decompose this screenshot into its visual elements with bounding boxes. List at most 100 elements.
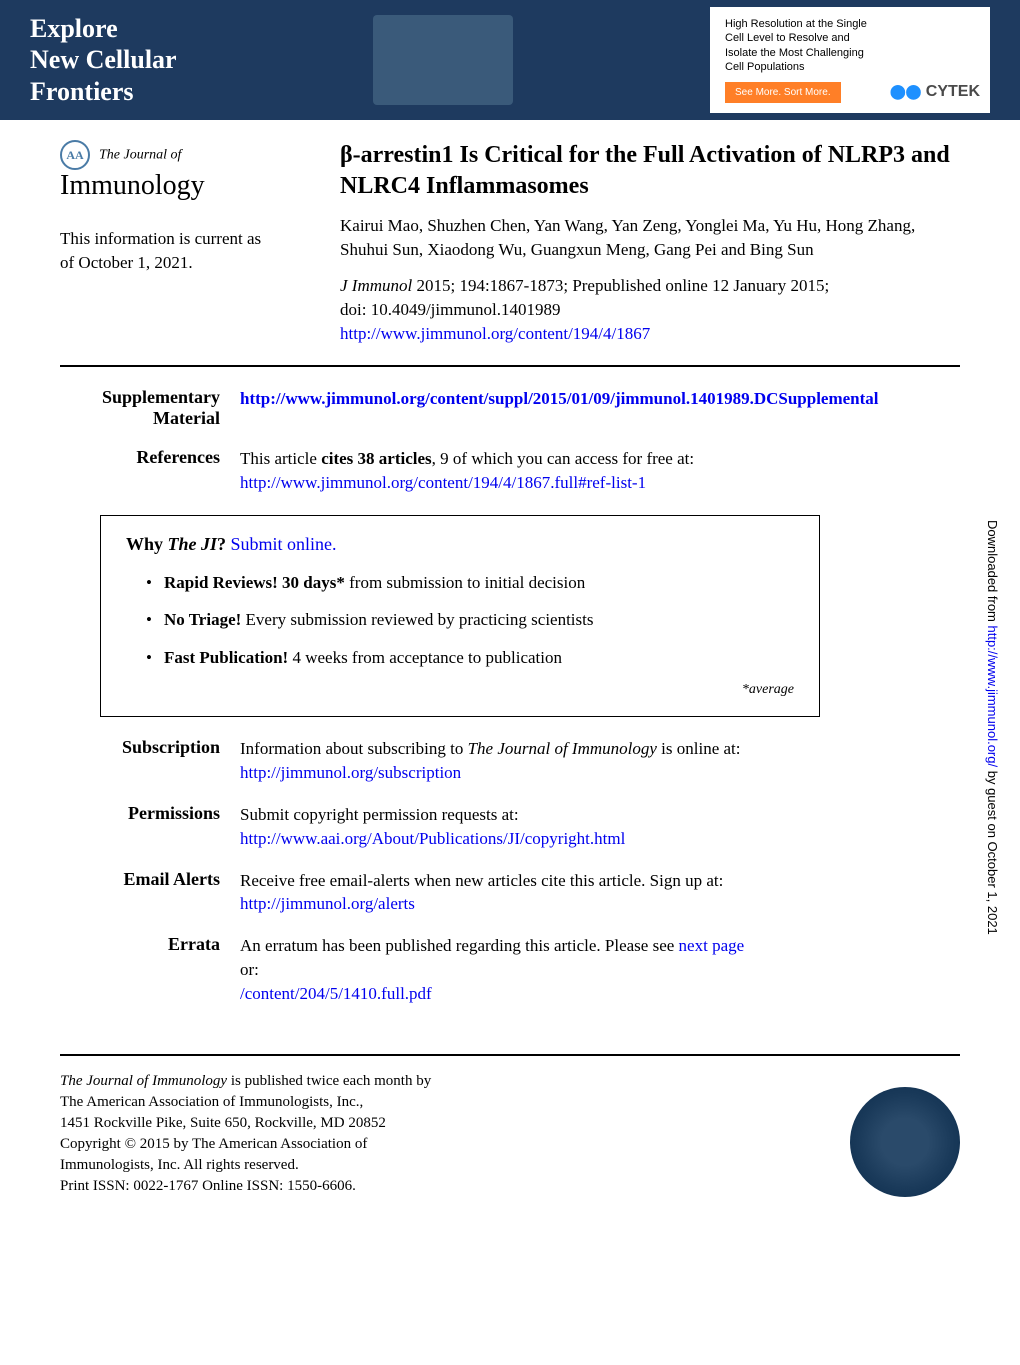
- supplementary-link[interactable]: http://www.jimmunol.org/content/suppl/20…: [240, 389, 879, 408]
- permissions-label: Permissions: [60, 803, 240, 851]
- references-value: This article cites 38 articles, 9 of whi…: [240, 447, 960, 495]
- side-text-prefix: Downloaded from: [985, 520, 1000, 626]
- submit-online-link[interactable]: Submit online.: [231, 534, 337, 554]
- page-wrapper: Explore New Cellular Frontiers High Reso…: [0, 0, 1020, 1237]
- why-item1-bold: Rapid Reviews! 30 days*: [164, 573, 345, 592]
- why-item3-text: 4 weeks from acceptance to publication: [288, 648, 562, 667]
- references-link[interactable]: http://www.jimmunol.org/content/194/4/18…: [240, 473, 646, 492]
- supplementary-row: Supplementary Material http://www.jimmun…: [60, 387, 960, 429]
- footer-line1-text: is published twice each month by: [227, 1073, 431, 1089]
- subscription-text: Information about subscribing to: [240, 739, 468, 758]
- banner-right-panel: High Resolution at the Single Cell Level…: [710, 7, 990, 113]
- errata-or: or:: [240, 960, 259, 979]
- ad-banner[interactable]: Explore New Cellular Frontiers High Reso…: [0, 0, 1020, 120]
- references-row: References This article cites 38 article…: [60, 447, 960, 495]
- why-title-bold1: Why: [126, 534, 168, 554]
- aai-seal-icon: [850, 1087, 960, 1197]
- article-url-line: http://www.jimmunol.org/content/194/4/18…: [340, 322, 960, 346]
- references-text-prefix: This article: [240, 449, 321, 468]
- header-left: AA The Journal of Immunology This inform…: [60, 140, 310, 345]
- why-item-1: Rapid Reviews! 30 days* from submission …: [146, 570, 794, 596]
- references-label: References: [60, 447, 240, 495]
- errata-row: Errata An erratum has been published reg…: [60, 934, 960, 1005]
- supplementary-value: http://www.jimmunol.org/content/suppl/20…: [240, 387, 960, 429]
- journal-logo-main: Immunology: [60, 170, 310, 202]
- banner-tagline: High Resolution at the Single Cell Level…: [725, 17, 975, 74]
- subscription-link[interactable]: http://jimmunol.org/subscription: [240, 763, 461, 782]
- footer-line1-italic: The Journal of Immunology: [60, 1073, 227, 1089]
- journal-logo: AA The Journal of Immunology: [60, 140, 310, 202]
- subscription-value: Information about subscribing to The Jou…: [240, 737, 960, 785]
- banner-cta-button[interactable]: See More. Sort More.: [725, 82, 841, 103]
- current-info-line1: This information is current as: [60, 227, 310, 251]
- banner-right-line3: Isolate the Most Challenging: [725, 46, 975, 60]
- subscription-row: Subscription Information about subscribi…: [60, 737, 960, 785]
- footer-line3: 1451 Rockville Pike, Suite 650, Rockvill…: [60, 1113, 431, 1134]
- cytek-dots-icon: ⬤⬤: [890, 83, 921, 99]
- aa-badge-icon: AA: [60, 140, 90, 170]
- footer-line6: Print ISSN: 0022-1767 Online ISSN: 1550-…: [60, 1176, 431, 1197]
- why-item2-text: Every submission reviewed by practicing …: [241, 610, 593, 629]
- why-title-bold2: ?: [217, 534, 226, 554]
- why-item2-bold: No Triage!: [164, 610, 241, 629]
- errata-next-page-link[interactable]: next page: [679, 936, 745, 955]
- banner-line2: New Cellular: [30, 44, 177, 75]
- side-text-link[interactable]: http://www.jimmunol.org/: [985, 626, 1000, 768]
- footer-line1: The Journal of Immunology is published t…: [60, 1071, 431, 1092]
- footer-text: The Journal of Immunology is published t…: [60, 1071, 431, 1197]
- why-item-2: No Triage! Every submission reviewed by …: [146, 607, 794, 633]
- why-item1-text: from submission to initial decision: [345, 573, 585, 592]
- why-ji-box: Why The JI? Submit online. Rapid Reviews…: [100, 515, 820, 718]
- permissions-text: Submit copyright permission requests at:: [240, 805, 519, 824]
- banner-headline: Explore New Cellular Frontiers: [30, 13, 177, 107]
- citation-journal: J Immunol: [340, 276, 412, 295]
- info-section: Supplementary Material http://www.jimmun…: [60, 387, 960, 1005]
- references-text-suffix: , 9 of which you can access for free at:: [432, 449, 694, 468]
- why-item-3: Fast Publication! 4 weeks from acceptanc…: [146, 645, 794, 671]
- banner-right-line2: Cell Level to Resolve and: [725, 31, 975, 45]
- header-right: β-arrestin1 Is Critical for the Full Act…: [340, 140, 960, 345]
- footer-line5: Immunologists, Inc. All rights reserved.: [60, 1155, 431, 1176]
- citation-text: 2015; 194:1867-1873; Prepublished online…: [412, 276, 829, 295]
- footer-line2: The American Association of Immunologist…: [60, 1092, 431, 1113]
- footer-divider: [60, 1054, 960, 1056]
- top-divider: [60, 365, 960, 367]
- side-download-text: Downloaded from http://www.jimmunol.org/…: [985, 520, 1000, 935]
- banner-right-line4: Cell Populations: [725, 60, 975, 74]
- main-content: AA The Journal of Immunology This inform…: [0, 120, 1020, 1054]
- errata-label: Errata: [60, 934, 240, 1005]
- banner-right-line1: High Resolution at the Single: [725, 17, 975, 31]
- footer-line4: Copyright © 2015 by The American Associa…: [60, 1134, 431, 1155]
- cytek-text: CYTEK: [926, 83, 980, 100]
- subscription-label: Subscription: [60, 737, 240, 785]
- article-doi: doi: 10.4049/jimmunol.1401989: [340, 298, 960, 322]
- banner-line1: Explore: [30, 13, 177, 44]
- errata-url-link[interactable]: /content/204/5/1410.full.pdf: [240, 984, 432, 1003]
- article-title: β-arrestin1 Is Critical for the Full Act…: [340, 140, 960, 202]
- article-authors: Kairui Mao, Shuzhen Chen, Yan Wang, Yan …: [340, 214, 960, 262]
- current-info-line2: of October 1, 2021.: [60, 251, 310, 275]
- header-section: AA The Journal of Immunology This inform…: [60, 140, 960, 345]
- cytek-logo: ⬤⬤ CYTEK: [890, 82, 980, 103]
- why-title-italic: The JI: [168, 534, 218, 554]
- email-alerts-value: Receive free email-alerts when new artic…: [240, 869, 960, 917]
- email-alerts-label: Email Alerts: [60, 869, 240, 917]
- email-alerts-row: Email Alerts Receive free email-alerts w…: [60, 869, 960, 917]
- why-list: Rapid Reviews! 30 days* from submission …: [126, 570, 794, 671]
- permissions-row: Permissions Submit copyright permission …: [60, 803, 960, 851]
- why-title: Why The JI? Submit online.: [126, 534, 794, 555]
- average-note: *average: [126, 682, 794, 698]
- side-text-suffix: by guest on October 1, 2021: [985, 767, 1000, 935]
- article-citation: J Immunol 2015; 194:1867-1873; Prepublis…: [340, 274, 960, 298]
- references-text-bold: cites 38 articles: [321, 449, 431, 468]
- current-info: This information is current as of Octobe…: [60, 227, 310, 275]
- article-url-link[interactable]: http://www.jimmunol.org/content/194/4/18…: [340, 324, 650, 343]
- permissions-link[interactable]: http://www.aai.org/About/Publications/JI…: [240, 829, 625, 848]
- supplementary-label: Supplementary Material: [60, 387, 240, 429]
- errata-text: An erratum has been published regarding …: [240, 936, 679, 955]
- errata-value: An erratum has been published regarding …: [240, 934, 960, 1005]
- email-alerts-link[interactable]: http://jimmunol.org/alerts: [240, 894, 415, 913]
- banner-line3: Frontiers: [30, 76, 177, 107]
- banner-image: [373, 15, 513, 105]
- permissions-value: Submit copyright permission requests at:…: [240, 803, 960, 851]
